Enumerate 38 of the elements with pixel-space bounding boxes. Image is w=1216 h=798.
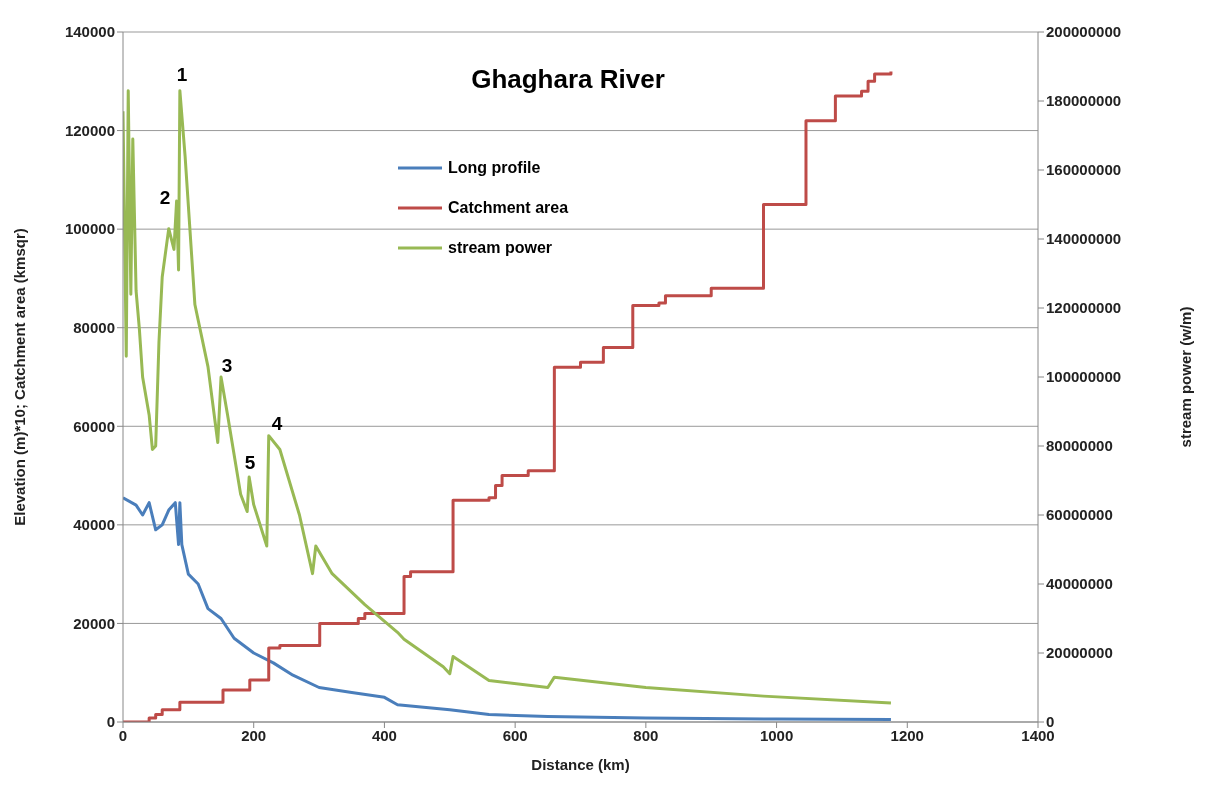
x-axis-title: Distance (km) [531, 756, 630, 773]
x-tick-label: 600 [502, 726, 528, 744]
legend-label: Catchment area [448, 199, 569, 217]
y-tick-label: 140000 [64, 23, 115, 41]
y-tick-label: 60000 [73, 417, 115, 435]
y-tick-label: 0 [106, 713, 115, 731]
x-tick-label: 200 [241, 726, 267, 744]
annotation: 5 [244, 451, 256, 473]
x-tick-label: 400 [371, 726, 397, 744]
y2-tick-label: 180000000 [1046, 92, 1122, 110]
y2-tick-label: 100000000 [1046, 368, 1122, 386]
y-axis-title: Elevation (m)*10; Catchment area (kmsqr) [11, 228, 29, 526]
y2-tick-label: 140000000 [1046, 230, 1122, 248]
y-tick-label: 80000 [73, 319, 115, 337]
y-tick-label: 40000 [73, 516, 115, 534]
y2-axis-title: stream power (w/m) [1177, 306, 1195, 448]
legend-label: Long profile [448, 159, 541, 177]
x-tick-label: 1000 [759, 726, 794, 744]
annotation: 2 [159, 186, 171, 208]
y2-tick-label: 120000000 [1046, 299, 1122, 317]
line-series [123, 496, 893, 722]
text: Ghaghara River [471, 64, 665, 94]
y2-tick-label: 200000000 [1046, 23, 1122, 41]
annotation: 4 [271, 412, 283, 434]
annotation: 1 [176, 63, 188, 85]
annotation: 3 [221, 354, 233, 376]
y2-tick-label: 160000000 [1046, 161, 1122, 179]
y2-tick-label: 60000000 [1046, 506, 1113, 524]
y-tick-label: 120000 [64, 121, 115, 139]
y-tick-label: 20000 [73, 614, 115, 632]
x-tick-label: 800 [633, 726, 659, 744]
x-tick-label: 0 [118, 726, 128, 744]
x-tick-label: 1200 [890, 726, 924, 744]
y2-tick-label: 40000000 [1046, 575, 1113, 593]
y2-tick-label: 20000000 [1046, 644, 1113, 662]
y-tick-label: 100000 [64, 220, 115, 238]
y2-tick-label: 80000000 [1046, 437, 1113, 455]
legend-label: stream power [448, 239, 553, 257]
